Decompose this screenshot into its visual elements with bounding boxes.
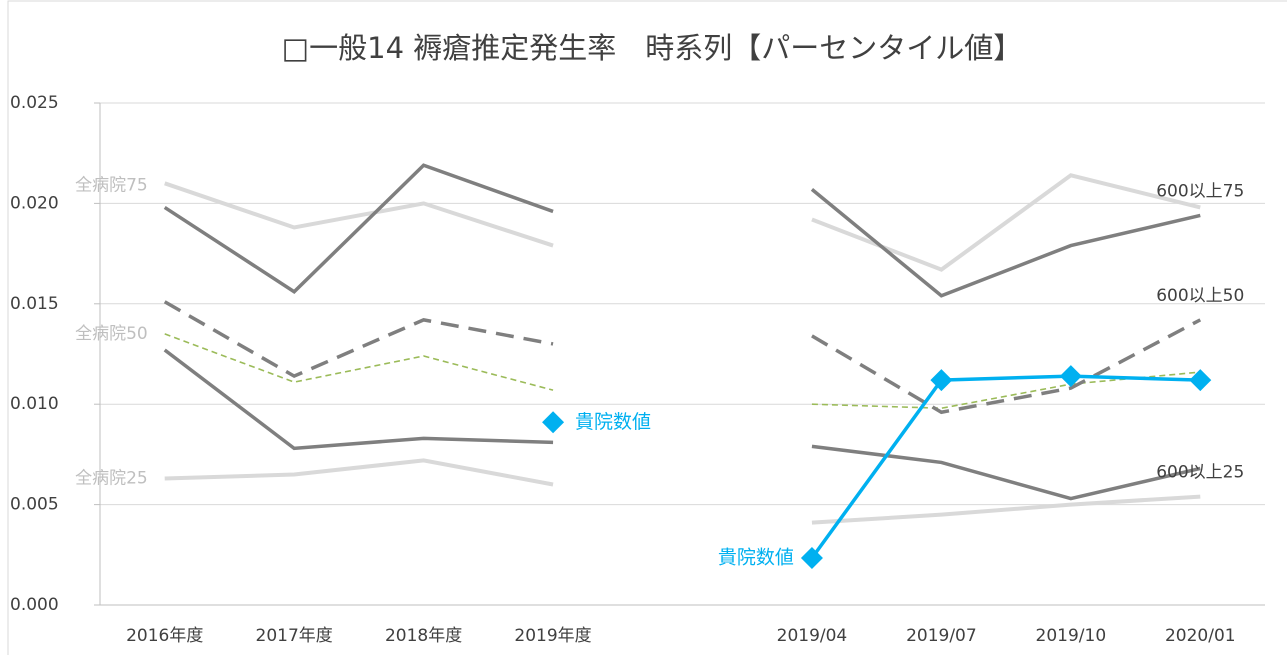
series-label: 600以上25 xyxy=(1156,462,1244,482)
x-tick-label: 2019/10 xyxy=(1036,626,1107,646)
x-tick-label: 2020/01 xyxy=(1165,626,1236,646)
series-label: 貴院数値 xyxy=(718,547,794,569)
series-line xyxy=(810,374,1201,560)
series-marker xyxy=(930,369,953,392)
series-line xyxy=(811,371,1201,410)
series-line xyxy=(811,444,1201,501)
chart-frame xyxy=(7,0,1287,655)
x-tick-label: 2018年度 xyxy=(385,626,462,646)
series-line xyxy=(811,494,1201,525)
series-line xyxy=(164,458,554,487)
series-line xyxy=(810,187,1201,298)
series-line xyxy=(164,333,554,391)
y-tick-label: 0.005 xyxy=(10,495,59,515)
y-tick-label: 0.010 xyxy=(10,394,59,414)
series-marker xyxy=(1189,369,1212,392)
x-tick-label: 2019年度 xyxy=(514,626,591,646)
x-tick-label: 2019/04 xyxy=(777,626,848,646)
y-tick-label: 0.025 xyxy=(10,93,59,113)
series-label: 全病院25 xyxy=(75,468,148,488)
series-label: 全病院75 xyxy=(75,175,148,195)
x-tick-label: 2016年度 xyxy=(126,626,203,646)
chart-title: □一般14 褥瘡推定発生率 時系列【パーセンタイル値】 xyxy=(282,31,1023,65)
x-tick-label: 2017年度 xyxy=(256,626,333,646)
series-label: 600以上50 xyxy=(1156,286,1244,306)
x-tick-label: 2019/07 xyxy=(906,626,977,646)
y-tick-label: 0.020 xyxy=(10,193,59,213)
series-line xyxy=(164,181,554,248)
series-label: 貴院数値 xyxy=(575,411,651,433)
y-tick-label: 0.000 xyxy=(10,595,59,615)
series-label: 600以上75 xyxy=(1156,181,1244,201)
series-marker xyxy=(800,547,823,570)
series-line xyxy=(163,163,554,294)
series-label: 全病院50 xyxy=(75,324,148,344)
series-marker xyxy=(542,411,565,434)
y-tick-label: 0.015 xyxy=(10,294,59,314)
series-line xyxy=(163,348,554,451)
series-marker xyxy=(1059,365,1082,388)
